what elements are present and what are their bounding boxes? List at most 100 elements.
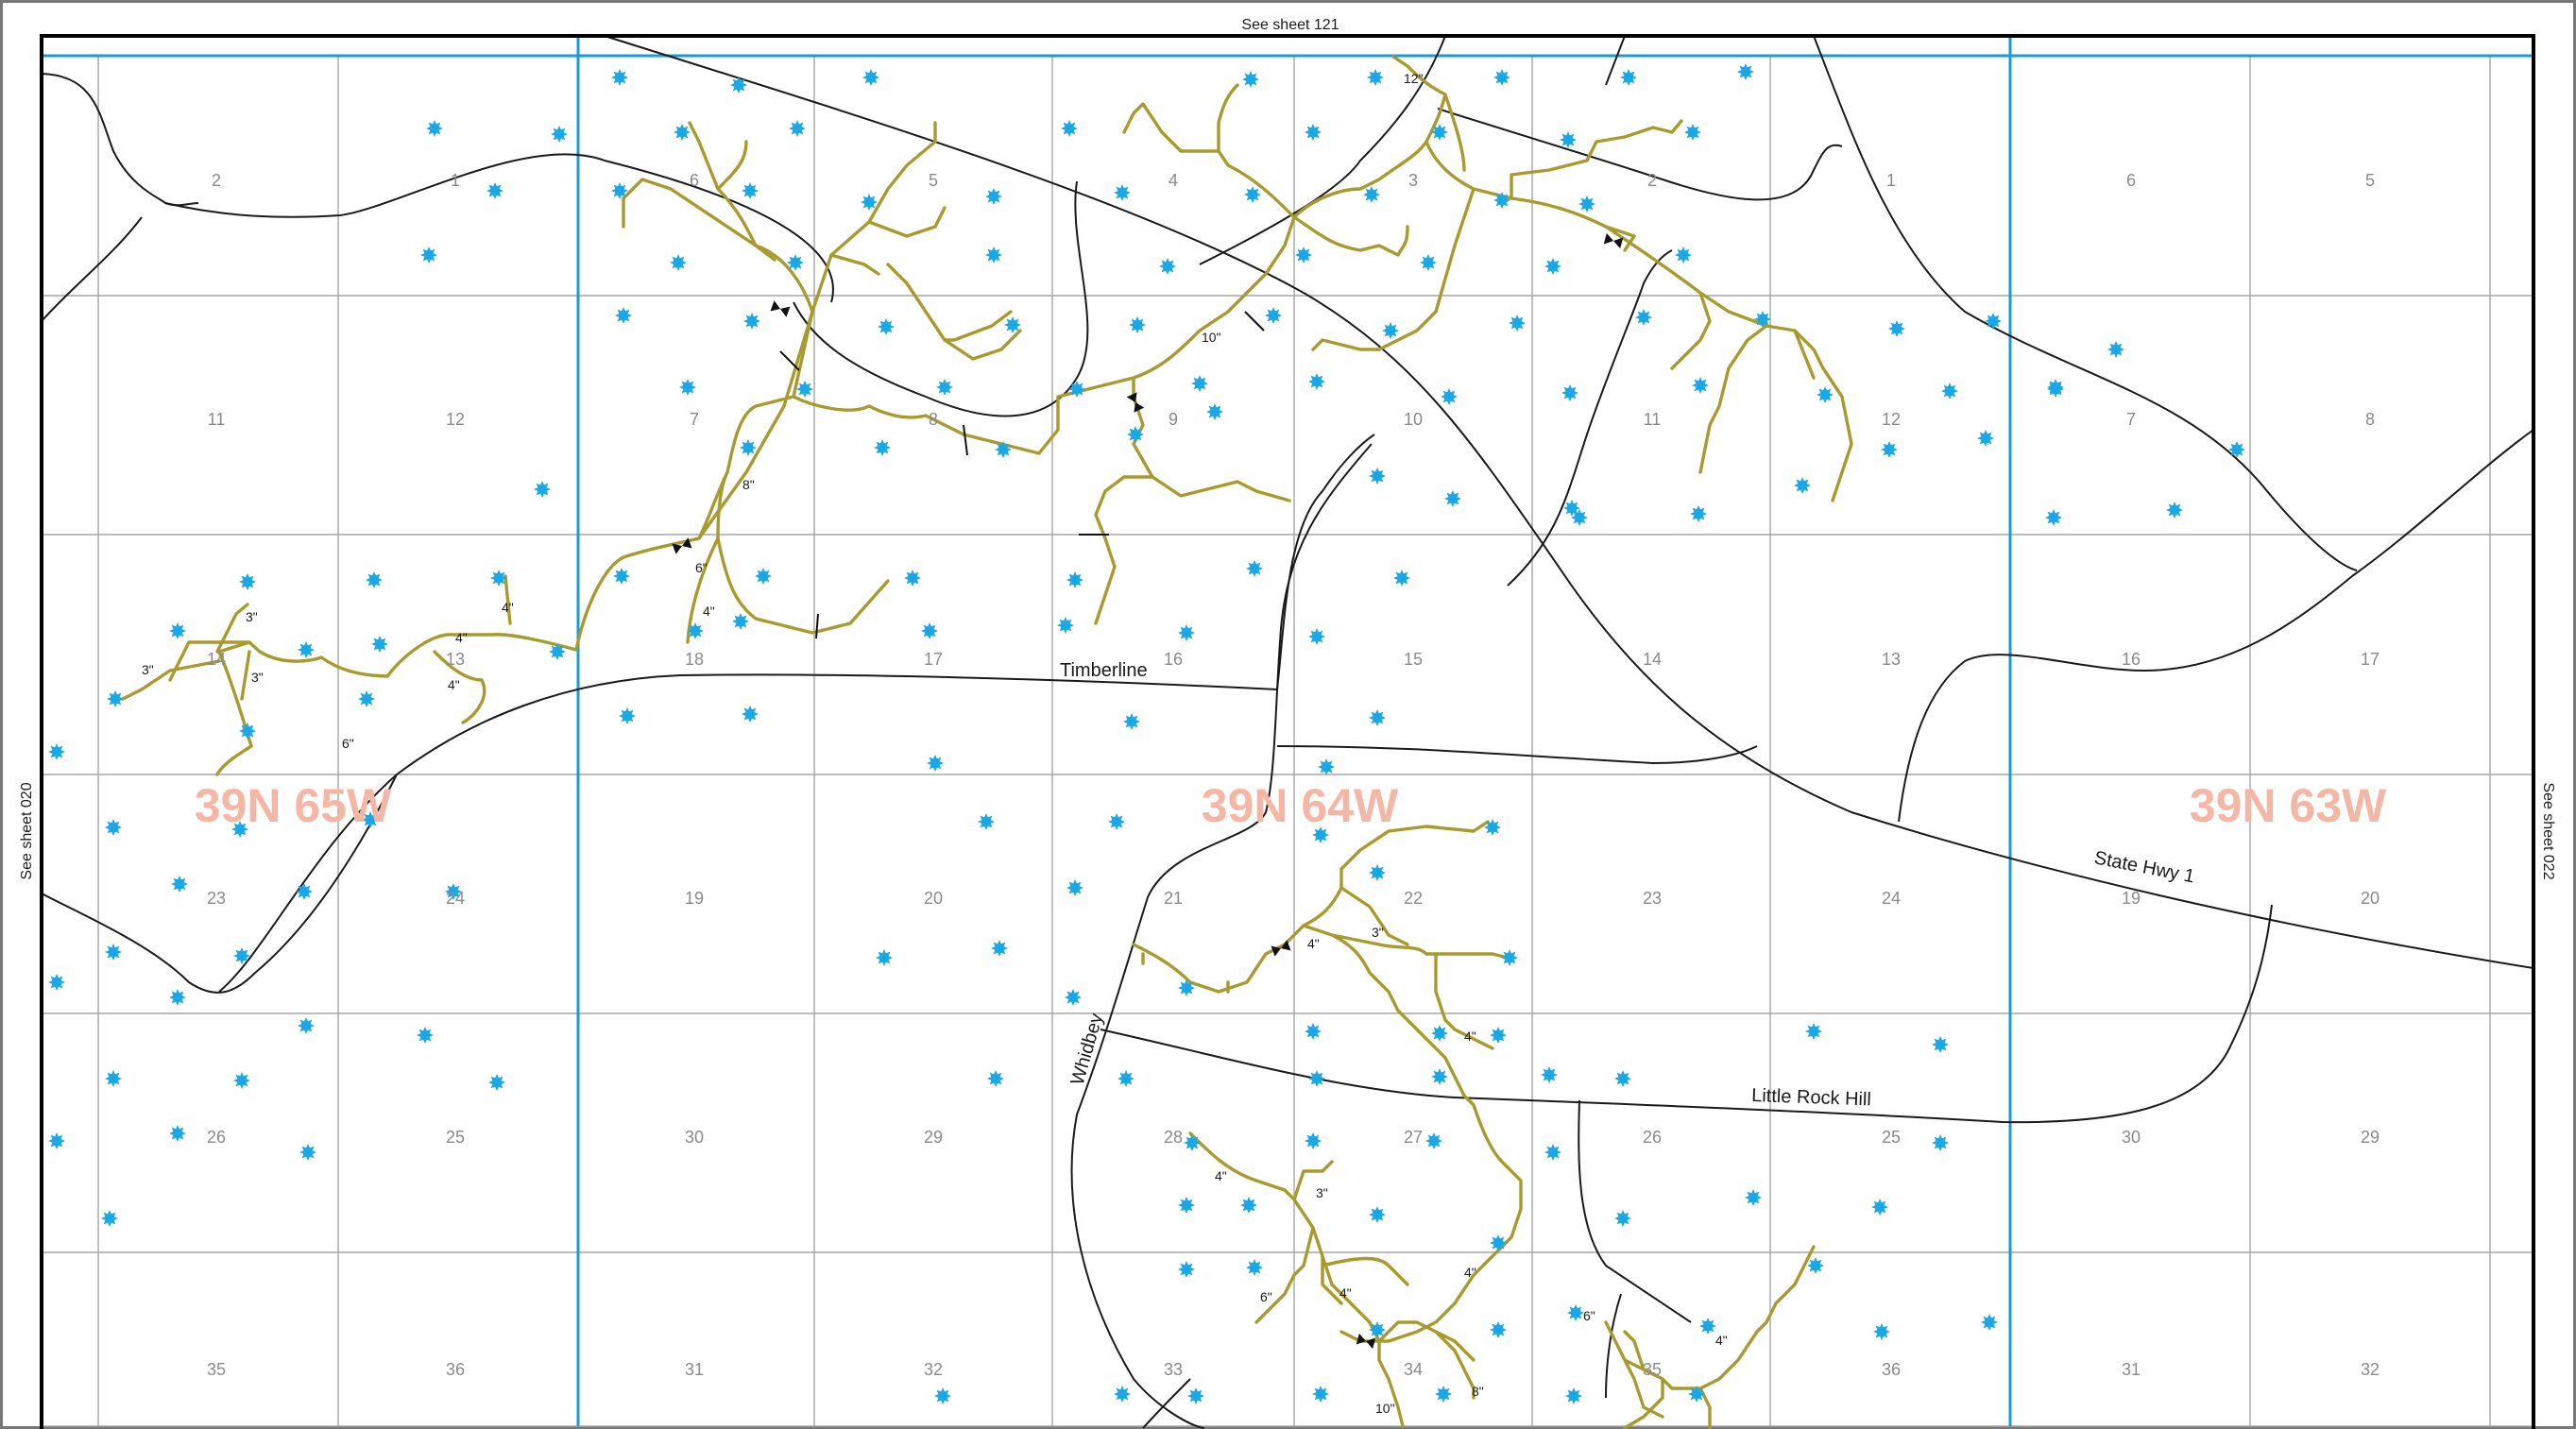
well-star-icon[interactable]	[742, 706, 759, 723]
well-star-icon[interactable]	[534, 481, 551, 498]
well-star-icon[interactable]	[1295, 247, 1312, 264]
well-star-icon[interactable]	[1737, 63, 1754, 80]
well-star-icon[interactable]	[613, 568, 630, 585]
well-star-icon[interactable]	[1308, 1070, 1325, 1087]
well-star-icon[interactable]	[1066, 879, 1083, 896]
well-star-icon[interactable]	[1805, 1023, 1822, 1040]
well-star-icon[interactable]	[1490, 1321, 1507, 1338]
well-star-icon[interactable]	[1620, 69, 1637, 86]
well-star-icon[interactable]	[366, 571, 383, 588]
well-star-icon[interactable]	[1363, 186, 1380, 203]
well-star-icon[interactable]	[1441, 388, 1458, 405]
well-star-icon[interactable]	[1305, 1132, 1322, 1149]
well-star-icon[interactable]	[1578, 196, 1595, 213]
well-star-icon[interactable]	[861, 194, 878, 211]
well-star-icon[interactable]	[171, 876, 188, 893]
well-star-icon[interactable]	[1369, 709, 1386, 726]
well-star-icon[interactable]	[2045, 509, 2062, 526]
well-star-icon[interactable]	[48, 1132, 65, 1149]
well-star-icon[interactable]	[233, 1072, 250, 1089]
well-star-icon[interactable]	[615, 307, 632, 324]
well-star-icon[interactable]	[1117, 1070, 1134, 1087]
well-star-icon[interactable]	[1178, 1197, 1195, 1214]
well-star-icon[interactable]	[1490, 1027, 1507, 1044]
well-star-icon[interactable]	[1425, 1132, 1442, 1149]
well-star-icon[interactable]	[1493, 192, 1510, 209]
well-star-icon[interactable]	[1873, 1323, 1890, 1340]
well-star-icon[interactable]	[670, 254, 687, 271]
well-star-icon[interactable]	[1981, 1314, 1998, 1331]
well-star-icon[interactable]	[1561, 384, 1578, 401]
well-star-icon[interactable]	[417, 1027, 434, 1044]
well-star-icon[interactable]	[1560, 131, 1577, 148]
well-star-icon[interactable]	[991, 940, 1008, 957]
well-star-icon[interactable]	[1444, 490, 1461, 507]
well-star-icon[interactable]	[732, 613, 749, 630]
well-star-icon[interactable]	[2047, 379, 2064, 396]
well-star-icon[interactable]	[1688, 1386, 1705, 1403]
well-star-icon[interactable]	[995, 441, 1012, 458]
well-star-icon[interactable]	[2228, 441, 2245, 458]
well-star-icon[interactable]	[1308, 373, 1325, 390]
well-star-icon[interactable]	[679, 379, 696, 396]
well-star-icon[interactable]	[874, 439, 891, 456]
well-star-icon[interactable]	[1184, 1134, 1201, 1151]
well-star-icon[interactable]	[1541, 1066, 1558, 1083]
well-star-icon[interactable]	[1794, 477, 1811, 494]
well-star-icon[interactable]	[1490, 1234, 1507, 1251]
well-star-icon[interactable]	[1565, 1387, 1582, 1404]
well-star-icon[interactable]	[730, 77, 747, 94]
well-star-icon[interactable]	[755, 568, 772, 585]
well-star-icon[interactable]	[1244, 186, 1261, 203]
well-star-icon[interactable]	[2107, 341, 2124, 358]
well-star-icon[interactable]	[1242, 71, 1259, 88]
well-star-icon[interactable]	[1206, 403, 1223, 420]
well-star-icon[interactable]	[1305, 1023, 1322, 1040]
well-star-icon[interactable]	[1123, 713, 1140, 730]
well-star-icon[interactable]	[1571, 509, 1588, 526]
well-star-icon[interactable]	[239, 723, 256, 740]
well-star-icon[interactable]	[1382, 322, 1399, 339]
well-star-icon[interactable]	[862, 69, 879, 86]
well-star-icon[interactable]	[904, 570, 921, 587]
well-star-icon[interactable]	[985, 247, 1002, 264]
valve-icon[interactable]	[672, 537, 692, 554]
well-star-icon[interactable]	[486, 182, 503, 199]
well-star-icon[interactable]	[1745, 1189, 1762, 1206]
well-star-icon[interactable]	[1941, 383, 1958, 400]
well-star-icon[interactable]	[1114, 1386, 1131, 1403]
well-star-icon[interactable]	[1057, 617, 1074, 634]
well-star-icon[interactable]	[488, 1074, 505, 1091]
well-star-icon[interactable]	[298, 641, 315, 658]
well-star-icon[interactable]	[48, 743, 65, 760]
well-star-icon[interactable]	[231, 821, 248, 838]
well-star-icon[interactable]	[1881, 441, 1898, 458]
well-star-icon[interactable]	[611, 69, 628, 86]
well-star-icon[interactable]	[298, 1017, 315, 1034]
well-star-icon[interactable]	[169, 1125, 186, 1142]
well-star-icon[interactable]	[1807, 1257, 1824, 1274]
well-star-icon[interactable]	[1888, 320, 1905, 337]
well-star-icon[interactable]	[1312, 1386, 1329, 1403]
well-star-icon[interactable]	[101, 1210, 118, 1227]
valve-icon[interactable]	[1126, 392, 1145, 413]
well-star-icon[interactable]	[445, 883, 462, 900]
well-star-icon[interactable]	[1420, 254, 1437, 271]
well-star-icon[interactable]	[1246, 560, 1263, 577]
well-star-icon[interactable]	[1871, 1199, 1888, 1216]
well-star-icon[interactable]	[1544, 1144, 1561, 1161]
valve-icon[interactable]	[1356, 1333, 1376, 1350]
well-star-icon[interactable]	[1065, 989, 1082, 1006]
well-star-icon[interactable]	[420, 247, 437, 264]
well-star-icon[interactable]	[1178, 979, 1195, 996]
well-star-icon[interactable]	[551, 126, 568, 143]
well-star-icon[interactable]	[1684, 124, 1701, 141]
well-star-icon[interactable]	[1431, 1068, 1448, 1085]
well-star-icon[interactable]	[1265, 307, 1282, 324]
well-star-icon[interactable]	[105, 819, 122, 836]
well-star-icon[interactable]	[742, 182, 759, 199]
well-star-icon[interactable]	[978, 813, 995, 830]
well-star-icon[interactable]	[358, 690, 375, 707]
well-star-icon[interactable]	[1127, 426, 1144, 443]
well-star-icon[interactable]	[1699, 1318, 1716, 1335]
